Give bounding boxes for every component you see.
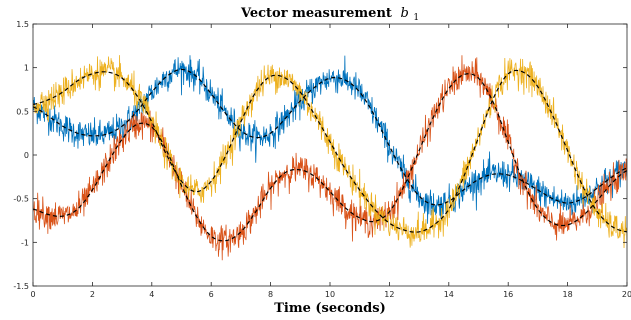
measurement-series-2 (33, 55, 627, 248)
axes-box (32, 23, 628, 287)
chart-title-subscript: 1 (413, 13, 419, 23)
chart-title: Vector measurement b 1 (240, 6, 419, 23)
svg-text:Vector measurement b: Vector measurement b 1 (240, 6, 419, 23)
y-tick-label: -1.5 (13, 282, 29, 291)
y-tick-label: 0 (24, 151, 29, 160)
x-tick-label: 4 (149, 290, 154, 299)
x-tick-label: 18 (563, 290, 573, 299)
y-tick-label: 1.5 (16, 20, 29, 29)
x-tick-label: 2 (90, 290, 95, 299)
measurement-series-1 (33, 55, 627, 261)
estimate-series-1 (33, 73, 627, 242)
axes: 0 2 4 6 8 10 12 14 16 18 20 -1.5 -1 -0.5 0 0.5 1 1.5 (13, 20, 631, 299)
estimate-series-0 (33, 68, 627, 206)
y-tick-label: 0.5 (16, 107, 29, 116)
y-tick-label: -1 (21, 238, 29, 247)
y-tick-label: -0.5 (13, 195, 29, 204)
x-tick-label: 6 (209, 290, 214, 299)
x-axis-label: Time (seconds) (274, 301, 386, 316)
plot-area (33, 55, 627, 261)
x-tick-label: 20 (622, 290, 631, 299)
estimate-series-2 (33, 69, 627, 233)
x-tick-label: 8 (268, 290, 273, 299)
chart-title-symbol: b (400, 6, 408, 21)
x-tick-label: 12 (384, 290, 394, 299)
x-tick-label: 14 (444, 290, 454, 299)
y-tick-label: 1 (24, 64, 29, 73)
x-tick-label: 0 (30, 290, 35, 299)
x-tick-label: 16 (503, 290, 513, 299)
chart-title-text: Vector measurement (240, 6, 392, 21)
x-tick-label: 10 (325, 290, 335, 299)
